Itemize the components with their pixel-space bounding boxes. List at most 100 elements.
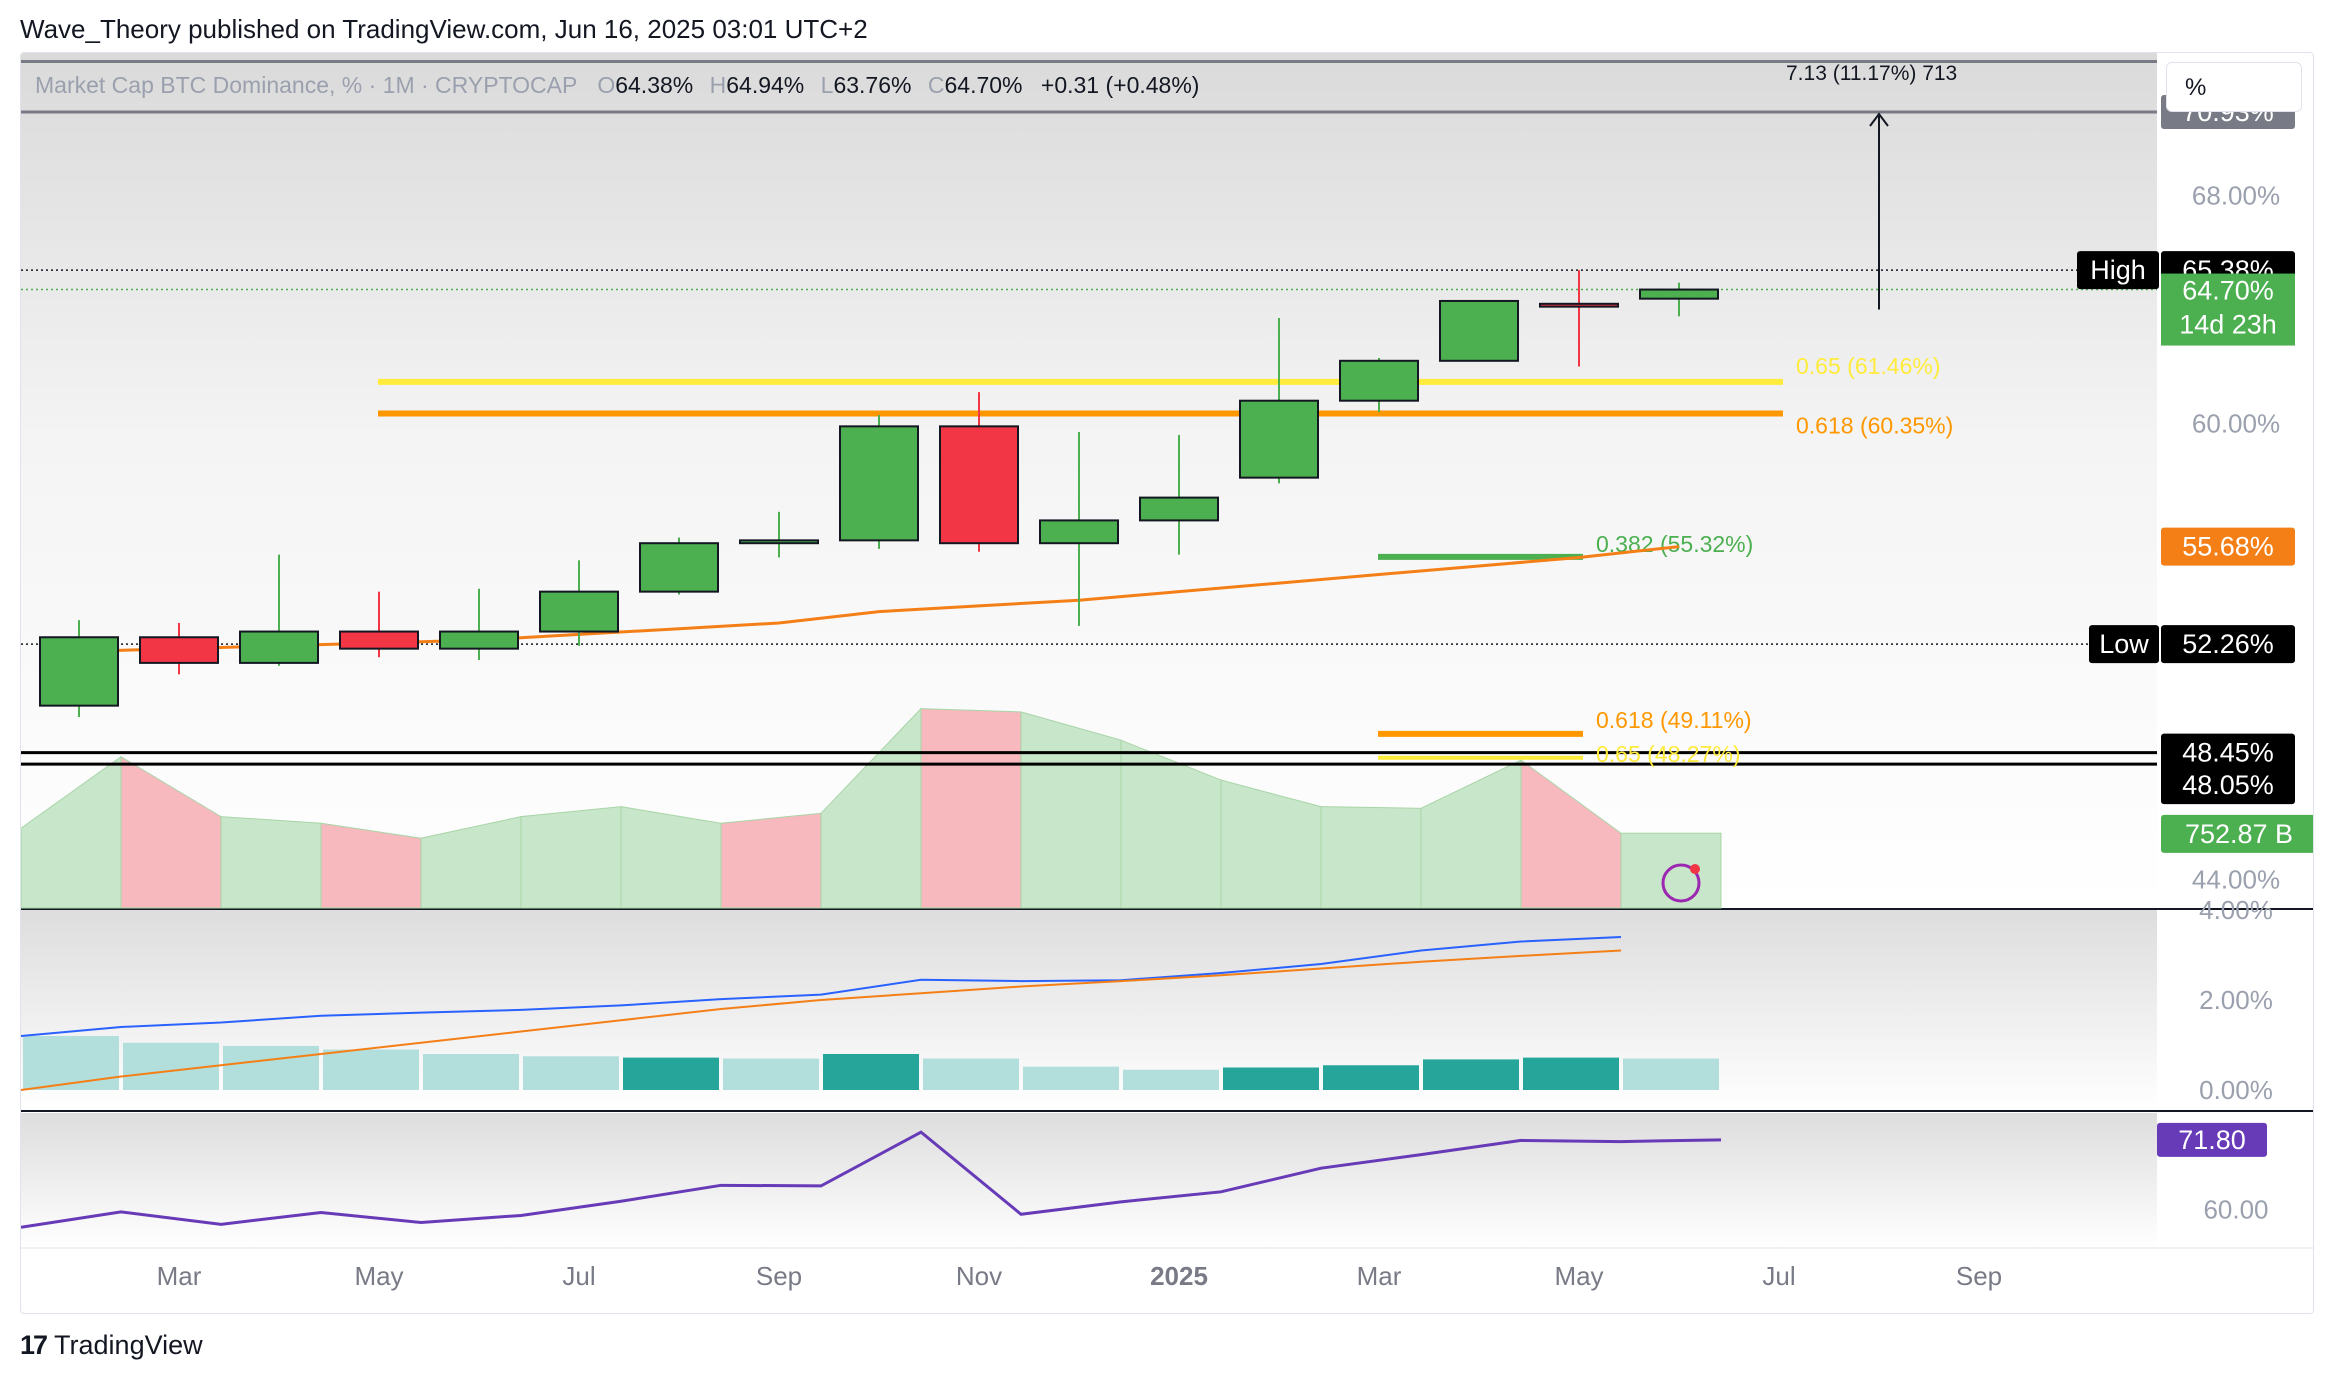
legend-change: +0.31 (+0.48%) <box>1040 72 1200 98</box>
level-a-badge-bg <box>2161 733 2295 772</box>
histogram-bar <box>923 1058 1019 1090</box>
x-tick-label: Sep <box>756 1261 802 1291</box>
candle-body <box>1139 496 1219 522</box>
x-tick-label: 2025 <box>1150 1261 1208 1291</box>
histogram-bar <box>23 1036 119 1090</box>
candle-body <box>139 636 219 664</box>
x-tick-label: Nov <box>956 1261 1002 1291</box>
candle-body <box>439 630 519 650</box>
ma-badge-bg <box>2161 527 2295 566</box>
legend-o-label: O <box>597 72 616 98</box>
countdown-badge: 14d 23h <box>2179 310 2277 340</box>
tradingview-logo-icon: 17 <box>20 1330 48 1360</box>
chart-frame[interactable]: 0.65 (61.46%) 0.618 (60.35%) 0.382 (55.32%… <box>20 52 2314 1314</box>
hist-tick-label: 0.00% <box>2199 1075 2273 1105</box>
volume-badge-bg <box>2161 814 2313 853</box>
histogram-bar <box>1323 1065 1419 1090</box>
rsi-tick-label: 60.00 <box>2203 1195 2268 1225</box>
last-price-badge: 64.70% <box>2182 276 2274 306</box>
high-label-badge-bg <box>2077 251 2159 290</box>
x-tick-label: Jul <box>1762 1261 1795 1291</box>
candle-body <box>1239 399 1319 479</box>
level-b-badge: 48.05% <box>2182 770 2274 800</box>
histogram-bar <box>1223 1067 1319 1090</box>
x-tick-label: May <box>1554 1261 1603 1291</box>
alert-dot-icon <box>1690 864 1700 874</box>
volume-segment <box>320 822 422 909</box>
low-label-badge-bg <box>2089 625 2159 664</box>
target-arrow-head <box>1869 112 1889 127</box>
volume-segment <box>1620 832 1722 909</box>
histogram-bar <box>823 1054 919 1090</box>
candle-body <box>1339 359 1419 402</box>
x-tick-label: May <box>354 1261 403 1291</box>
high-label-badge: High <box>2090 255 2146 285</box>
legend-symbol: Market Cap BTC Dominance, % · 1M · CRYPT… <box>35 72 577 98</box>
histogram-bar <box>523 1056 619 1090</box>
low-label-badge: Low <box>2099 629 2149 659</box>
histogram-fast-line <box>21 936 1622 1037</box>
percent-scale-button[interactable]: % <box>2166 62 2302 112</box>
level-b-badge-bg <box>2161 766 2295 805</box>
hist-tick-label: 2.00% <box>2199 985 2273 1015</box>
target-annotation: 7.13 (11.17%) 713 <box>1786 62 1957 85</box>
x-tick-label: Jul <box>562 1261 595 1291</box>
lightning-icon <box>1661 863 1701 903</box>
rsi-badge: 71.80 <box>2178 1125 2246 1155</box>
candle-body <box>639 542 719 593</box>
volume-segment <box>1320 806 1422 909</box>
candle-body <box>839 425 919 542</box>
fib-lower-0618-label: 0.618 (49.11%) <box>1596 707 1752 733</box>
low-badge: 52.26% <box>2182 629 2274 659</box>
low-badge-bg <box>2161 625 2295 664</box>
candle-body <box>939 425 1019 545</box>
histogram-bar <box>223 1045 319 1090</box>
volume-badge: 752.87 B <box>2185 819 2293 849</box>
histogram-slow-line <box>21 949 1622 1091</box>
x-tick-label: Sep <box>1956 1261 2002 1291</box>
histogram-bar <box>1623 1058 1719 1090</box>
volume-segment <box>1020 711 1122 909</box>
legend-low: 63.76% <box>833 72 912 98</box>
x-tick-label: Mar <box>1357 1261 1402 1291</box>
volume-segment <box>520 806 622 909</box>
hist-tick-label: 4.00% <box>2199 895 2273 925</box>
candle-body <box>1639 288 1719 300</box>
rsi-badge-bg <box>2157 1122 2267 1157</box>
candle-body <box>739 539 819 545</box>
fib-0618-label: 0.618 (60.35%) <box>1796 413 1953 439</box>
last-price-badge-bg <box>2161 273 2295 346</box>
ma-badge: 55.68% <box>2182 532 2274 562</box>
volume-segment <box>220 816 322 909</box>
histogram-bar <box>1023 1066 1119 1090</box>
candle-body <box>1039 519 1119 545</box>
fib-lower-065-label: 0.65 (48.27%) <box>1596 741 1740 767</box>
rsi-line <box>21 1130 1722 1229</box>
histogram-bar <box>1423 1059 1519 1090</box>
legend-open: 64.38% <box>615 72 694 98</box>
histogram-bar <box>1523 1057 1619 1090</box>
fib-065-label: 0.65 (61.46%) <box>1796 353 1940 379</box>
y-tick-label: 44.00% <box>2192 865 2280 895</box>
histogram-bar <box>1123 1069 1219 1090</box>
volume-segment <box>920 708 1022 909</box>
candle-body <box>239 630 319 664</box>
histogram-bar <box>723 1058 819 1090</box>
legend-c-label: C <box>927 72 945 98</box>
symbol-legend: Market Cap BTC Dominance, % · 1M · CRYPT… <box>35 72 1199 99</box>
candle-body <box>539 590 619 633</box>
histogram-bar <box>423 1054 519 1090</box>
tradingview-brand: TradingView <box>54 1330 203 1360</box>
y-tick-label: 68.00% <box>2192 181 2280 211</box>
legend-close: 64.70% <box>944 72 1023 98</box>
candle-body <box>1439 299 1519 362</box>
volume-segment <box>620 806 722 909</box>
rsi-pane-bg <box>21 1113 2157 1248</box>
chart-canvas[interactable]: 0.65 (61.46%)0.618 (60.35%)0.382 (55.32%… <box>21 53 2313 1313</box>
legend-high: 64.94% <box>726 72 805 98</box>
level-a-badge: 48.45% <box>2182 738 2274 768</box>
legend-l-label: L <box>820 72 834 98</box>
candle-body <box>39 636 119 707</box>
legend-h-label: H <box>709 72 727 98</box>
histogram-bar <box>323 1049 419 1090</box>
